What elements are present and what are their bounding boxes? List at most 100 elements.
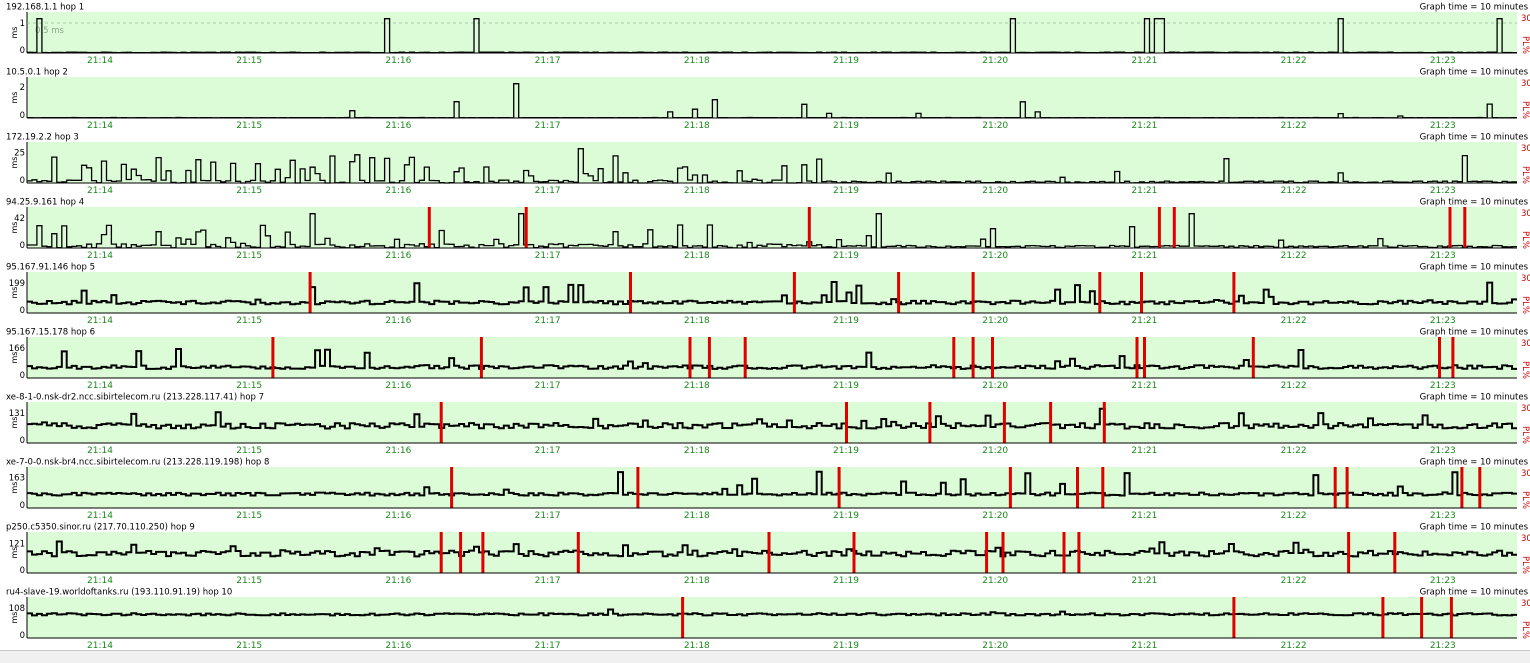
y-tick-label: 0: [20, 501, 25, 511]
status-bar: [0, 650, 1530, 663]
y-axis-label: ms: [10, 482, 19, 494]
loss-bar: [1049, 402, 1053, 443]
graph-time-label: Graph time = 10 minutes: [1420, 198, 1529, 208]
pl-max-label: 30: [1521, 469, 1530, 479]
loss-bar: [1449, 597, 1453, 638]
latency-line: [27, 213, 1517, 249]
x-tick-label: 21:15: [236, 446, 262, 456]
hop-title: 94.25.9.161 hop 4: [6, 198, 84, 208]
x-tick-label: 21:17: [535, 511, 561, 521]
x-tick-label: 21:19: [833, 121, 859, 131]
pl-axis-label: PL%: [1520, 556, 1530, 574]
hop-panel: 95.167.91.146 hop 5 Graph time = 10 minut…: [6, 263, 1530, 327]
hop-panel: 192.168.1.1 hop 1 Graph time = 10 minutes…: [6, 3, 1530, 67]
x-tick-label: 21:20: [982, 316, 1008, 326]
x-tick-label: 21:21: [1131, 576, 1157, 586]
latency-line: [27, 281, 1517, 306]
pl-max-label: 30: [1521, 274, 1530, 284]
x-tick-label: 21:22: [1281, 446, 1307, 456]
y-axis-label: ms: [10, 547, 19, 559]
pl-axis-label: PL%: [1520, 296, 1530, 314]
x-tick-label: 21:20: [982, 251, 1008, 261]
loss-bar: [576, 532, 580, 573]
x-tick-label: 21:21: [1131, 121, 1157, 131]
loss-bar: [743, 337, 747, 378]
plot-area: [27, 12, 1517, 53]
plot-area: [27, 207, 1517, 248]
x-tick-label: 21:20: [982, 121, 1008, 131]
y-tick-label: 0: [20, 371, 25, 381]
y-tick-label: 0: [20, 176, 25, 186]
x-tick-label: 21:19: [833, 56, 859, 66]
x-tick-label: 21:22: [1281, 576, 1307, 586]
loss-bar: [1077, 532, 1081, 573]
x-tick-label: 21:18: [684, 381, 710, 391]
x-tick-label: 21:16: [385, 381, 411, 391]
x-tick-label: 21:20: [982, 446, 1008, 456]
loss-bar: [1098, 272, 1102, 313]
x-tick-label: 21:20: [982, 641, 1008, 650]
loss-bar: [1232, 272, 1236, 313]
avg-label: 0.5 ms: [35, 26, 64, 36]
y-tick-label: 0: [20, 111, 25, 121]
pl-max-label: 30: [1521, 404, 1530, 414]
pl-axis-label: PL%: [1520, 231, 1530, 249]
x-tick-label: 21:17: [535, 381, 561, 391]
x-tick-label: 21:15: [236, 56, 262, 66]
x-tick-label: 21:14: [87, 576, 113, 586]
x-tick-label: 21:17: [535, 641, 561, 650]
loss-bar: [479, 337, 483, 378]
y-tick-label: 0: [20, 631, 25, 641]
graph-time-label: Graph time = 10 minutes: [1420, 68, 1529, 78]
hop-panel: p250.c5350.sinor.ru (217.70.110.250) hop…: [6, 523, 1530, 587]
x-tick-label: 21:22: [1281, 56, 1307, 66]
x-tick-label: 21:21: [1131, 511, 1157, 521]
hop-title: 172.19.2.2 hop 3: [6, 133, 79, 143]
x-tick-label: 21:22: [1281, 121, 1307, 131]
x-tick-label: 21:21: [1131, 186, 1157, 196]
x-tick-label: 21:17: [535, 576, 561, 586]
y-tick-label: 42: [14, 214, 25, 224]
x-tick-label: 21:19: [833, 576, 859, 586]
x-tick-label: 21:23: [1430, 251, 1456, 261]
x-tick-label: 21:18: [684, 186, 710, 196]
hop-title: ru4-slave-19.worldoftanks.ru (193.110.91…: [6, 588, 232, 598]
latency-line: [27, 540, 1517, 558]
x-tick-label: 21:23: [1430, 186, 1456, 196]
x-tick-label: 21:18: [684, 641, 710, 650]
y-tick-label: 108: [9, 604, 25, 614]
x-tick-label: 21:16: [385, 576, 411, 586]
x-tick-label: 21:22: [1281, 511, 1307, 521]
pl-max-label: 30: [1521, 79, 1530, 89]
loss-bar: [1076, 467, 1079, 508]
x-tick-label: 21:20: [982, 56, 1008, 66]
x-tick-label: 21:19: [833, 641, 859, 650]
loss-bar: [928, 402, 932, 443]
x-tick-label: 21:17: [535, 56, 561, 66]
graph-time-label: Graph time = 10 minutes: [1420, 3, 1529, 13]
pl-max-label: 30: [1521, 534, 1530, 544]
loss-bar: [1062, 532, 1066, 573]
x-tick-label: 21:16: [385, 56, 411, 66]
loss-bar: [481, 532, 485, 573]
x-tick-label: 21:23: [1430, 576, 1456, 586]
x-tick-label: 21:14: [87, 121, 113, 131]
loss-bar: [271, 337, 275, 378]
x-tick-label: 21:22: [1281, 316, 1307, 326]
plot-area: [27, 337, 1517, 378]
x-tick-label: 21:14: [87, 316, 113, 326]
loss-bar: [1102, 402, 1106, 443]
x-tick-label: 21:18: [684, 446, 710, 456]
loss-bar: [1172, 207, 1176, 248]
latency-line: [27, 470, 1517, 497]
loss-bar: [1333, 467, 1337, 508]
x-tick-label: 21:15: [236, 251, 262, 261]
latency-line: [27, 407, 1517, 430]
loss-bar: [1438, 337, 1441, 378]
loss-bar: [897, 272, 901, 313]
pl-axis-label: PL%: [1520, 491, 1530, 509]
x-tick-label: 21:18: [684, 121, 710, 131]
y-tick-label: 166: [9, 344, 25, 354]
x-tick-label: 21:22: [1281, 641, 1307, 650]
